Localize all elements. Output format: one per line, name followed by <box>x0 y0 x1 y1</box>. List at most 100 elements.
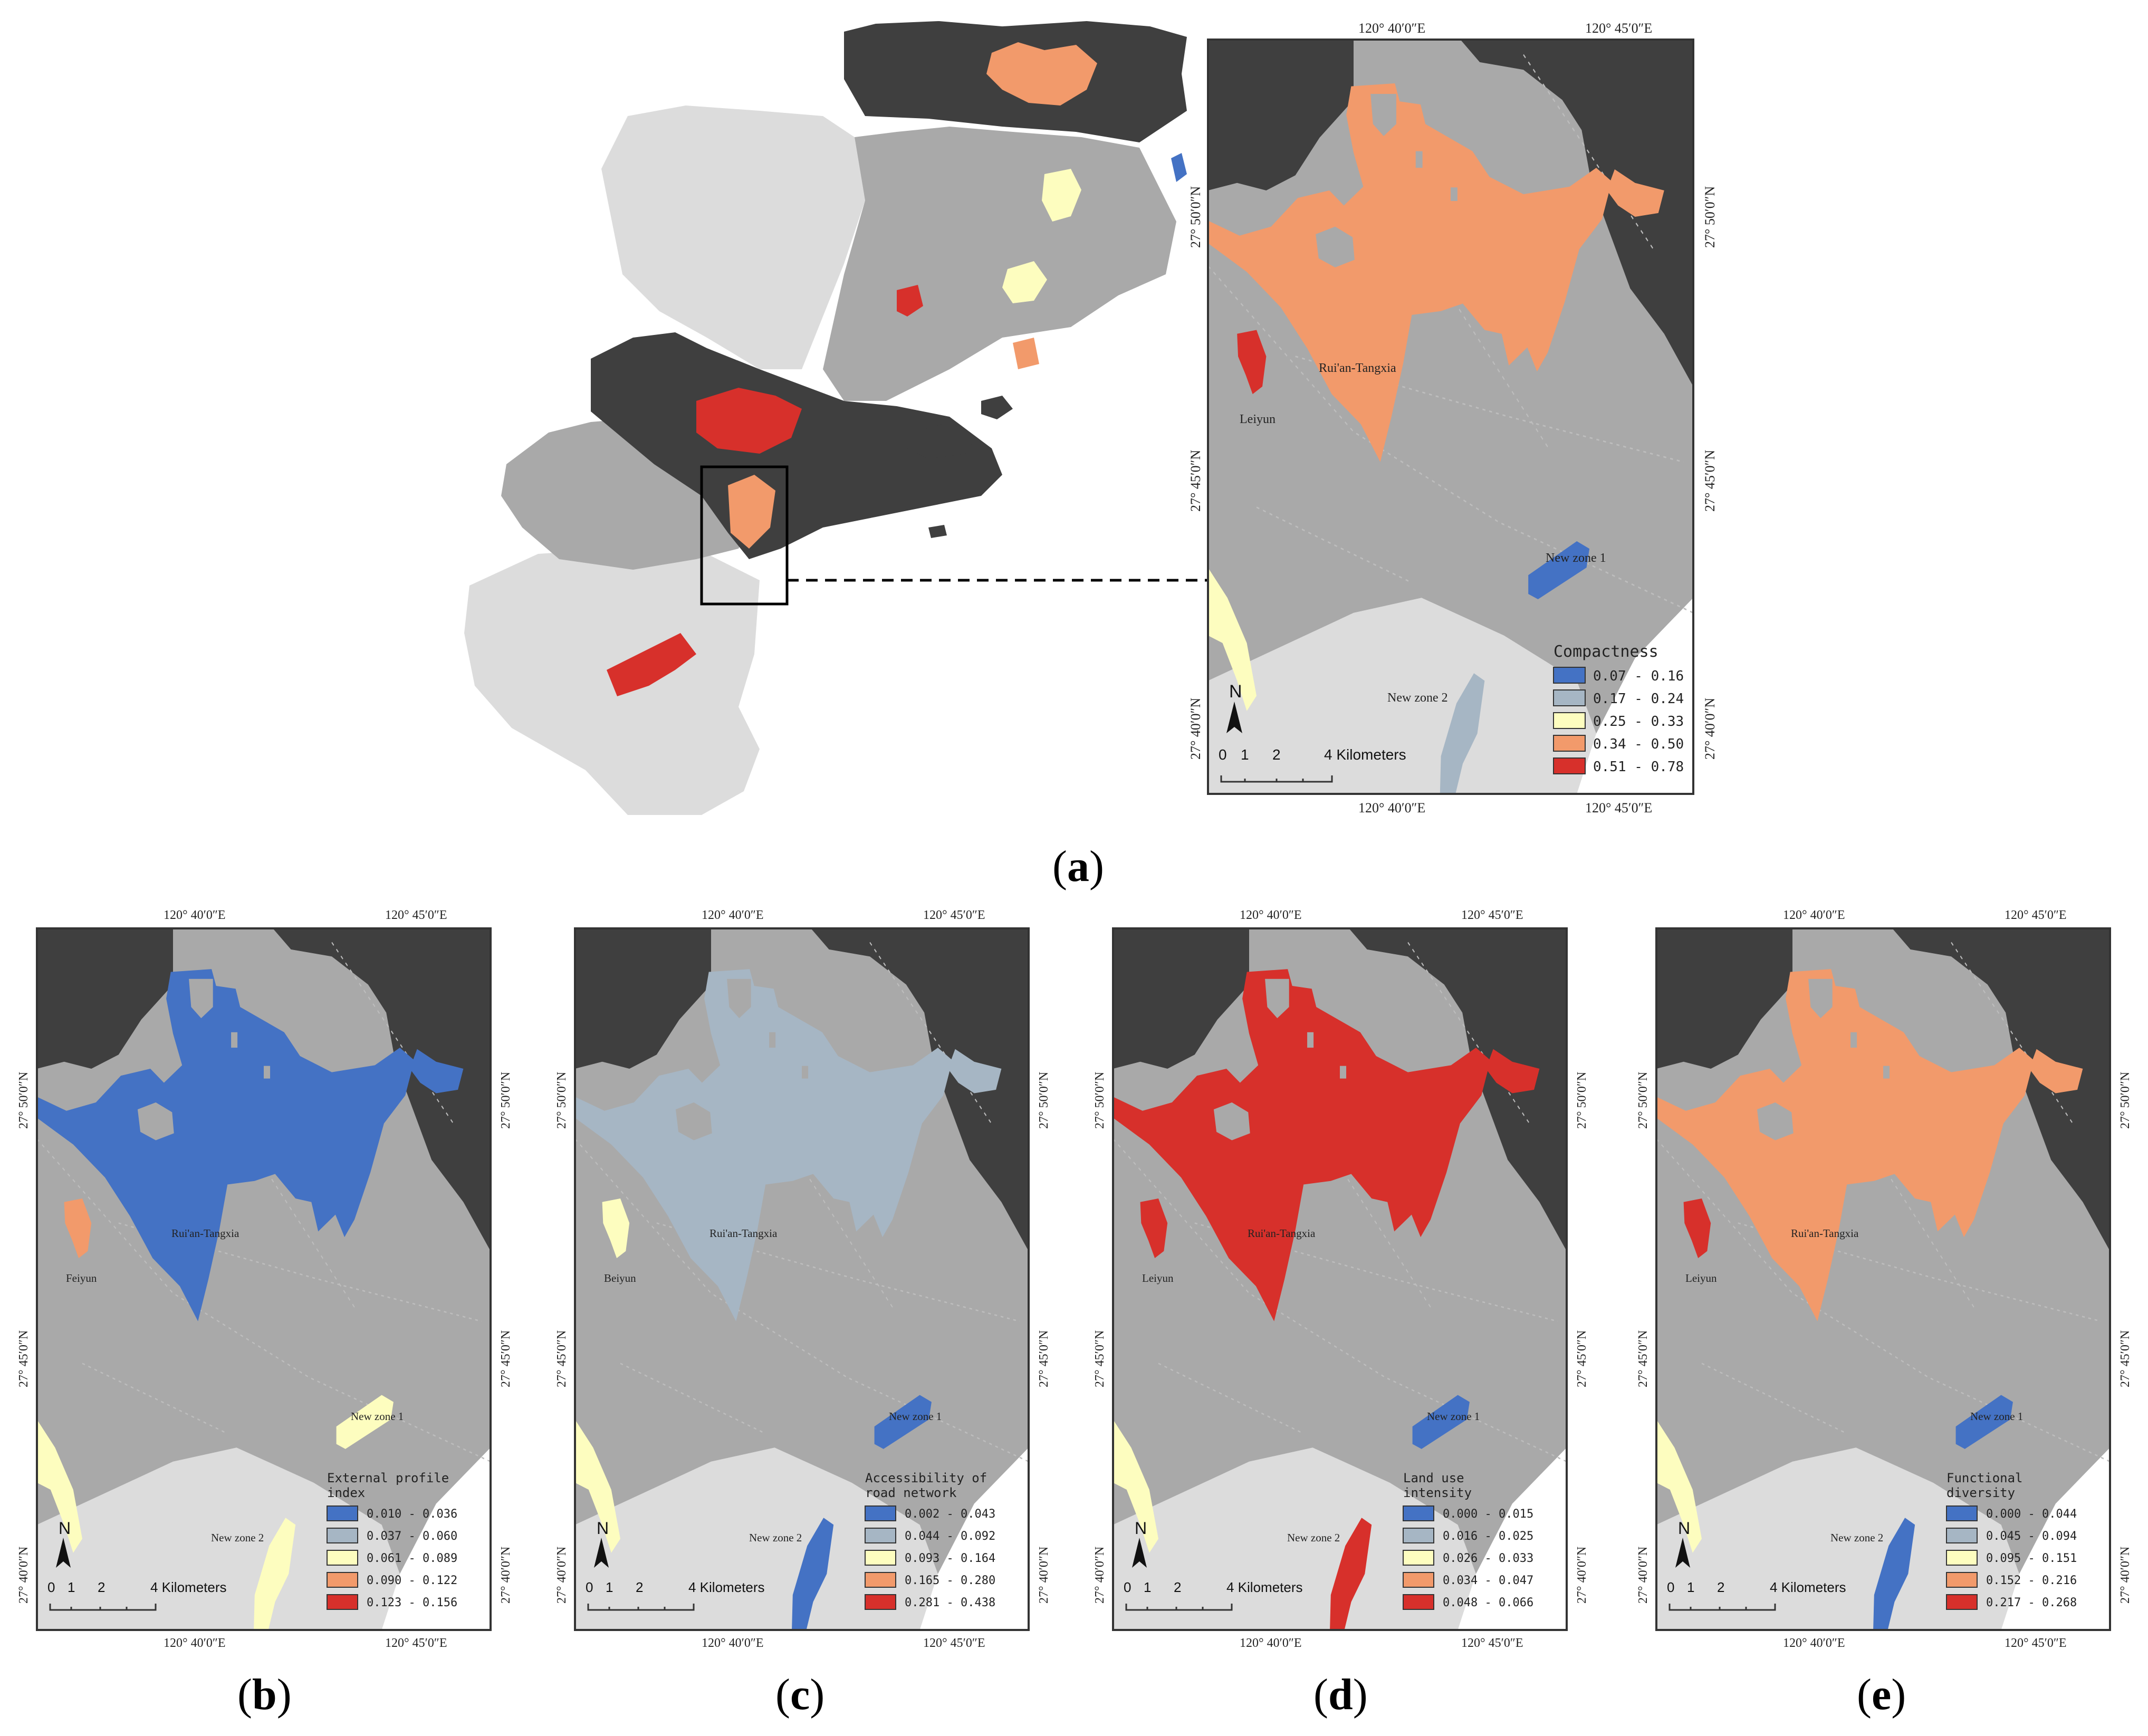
overview-urban-cluster-north <box>986 42 1097 105</box>
panel-e-lon-bottom-left: 120° 40′0″E <box>1783 1636 1845 1650</box>
panel-d-map-body <box>1113 928 1567 1630</box>
panel-e-legend-swatch-2 <box>1946 1528 1978 1543</box>
overview-urban-cluster-yellow-1 <box>1042 169 1081 222</box>
panel-e-north-label: N <box>1678 1519 1690 1538</box>
panel-d-legend-item-1: 0.000 - 0.015 <box>1443 1508 1533 1521</box>
panel-d-legend-item-5: 0.048 - 0.066 <box>1443 1596 1533 1609</box>
panel-e-lon-top-right: 120° 45′0″E <box>2005 908 2067 922</box>
panel-b-lon-top-right: 120° 45′0″E <box>385 908 447 922</box>
panel-c-scale-2: 2 <box>636 1579 643 1595</box>
panel-b-lat-right-top: 27° 50′0″N <box>499 1072 513 1129</box>
panel-d-legend-swatch-1 <box>1403 1505 1434 1521</box>
panel-a-legend-item-2: 0.17 - 0.24 <box>1593 691 1684 707</box>
panel-e-caption: (e) <box>1857 1670 1906 1719</box>
panel-a-scale-bar: 0 1 2 4 Kilometers <box>1219 746 1406 783</box>
panel-a-lon-top-right: 120° 45′0″E <box>1585 21 1652 36</box>
panel-a-legend: Compactness 0.07 - 0.16 0.17 - 0.24 0.25… <box>1553 642 1684 775</box>
panel-b-scale-1: 1 <box>68 1579 75 1595</box>
overview-urban-cluster-orange-south <box>728 475 775 549</box>
overview-urban-cluster-blue <box>1171 153 1187 182</box>
panel-e-place-zone1: New zone 1 <box>1970 1410 2023 1423</box>
panel-c-scale-1: 1 <box>606 1579 613 1595</box>
panel-e-lat-right-mid: 27° 45′0″N <box>2118 1330 2132 1387</box>
panel-d-legend-item-4: 0.034 - 0.047 <box>1443 1574 1533 1587</box>
panel-c-lat-right-mid: 27° 45′0″N <box>1037 1330 1051 1387</box>
overview-island-2 <box>981 396 1013 419</box>
panel-e-lat-right-bottom: 27° 40′0″N <box>2118 1547 2132 1604</box>
panel-a-north-arrow: N <box>1226 682 1242 733</box>
panel-a-legend-item-4: 0.34 - 0.50 <box>1593 736 1684 752</box>
panel-b-place-main: Rui'an-Tangxia <box>171 1227 239 1240</box>
panel-b-lon-bottom-right: 120° 45′0″E <box>385 1636 447 1650</box>
panel-e-legend-swatch-1 <box>1946 1505 1978 1521</box>
panel-a-lat-left-top: 27° 50′0″N <box>1188 186 1203 248</box>
panel-b-place-west: Feiyun <box>66 1272 97 1284</box>
panel-d-legend-title-1: Land use <box>1403 1471 1464 1485</box>
panel-a-lon-top-left: 120° 40′0″E <box>1358 21 1425 36</box>
panel-b-legend-swatch-1 <box>327 1505 358 1521</box>
overview-island-3 <box>928 525 947 538</box>
panel-a-place-main: Rui'an-Tangxia <box>1319 361 1396 375</box>
panel-b-legend-item-5: 0.123 - 0.156 <box>367 1596 457 1609</box>
panel-c-caption: (c) <box>775 1670 824 1719</box>
panel-a-caption: (a) <box>1052 842 1104 891</box>
panel-a-legend-item-1: 0.07 - 0.16 <box>1593 668 1684 684</box>
panel-c-legend-swatch-1 <box>865 1505 896 1521</box>
panel-e-lat-left-bottom: 27° 40′0″N <box>1636 1547 1650 1604</box>
panel-d-place-main: Rui'an-Tangxia <box>1248 1227 1316 1240</box>
panel-c-scale-0: 0 <box>586 1579 593 1595</box>
panel-a-legend-item-5: 0.51 - 0.78 <box>1593 759 1684 775</box>
panel-a-lat-right-bottom: 27° 40′0″N <box>1702 698 1718 760</box>
panel-b-place-zone1: New zone 1 <box>351 1410 404 1423</box>
panel-c-place-main: Rui'an-Tangxia <box>709 1227 778 1240</box>
panel-e-lon-bottom-right: 120° 45′0″E <box>2005 1636 2067 1650</box>
panel-e-legend-swatch-3 <box>1946 1550 1978 1566</box>
panel-e-legend-item-2: 0.045 - 0.094 <box>1986 1530 2077 1543</box>
overview-island-1 <box>907 422 976 459</box>
panel-c-place-zone2: New zone 2 <box>749 1531 802 1544</box>
overview-urban-cluster-red-small <box>897 285 923 316</box>
panel-d-legend-swatch-2 <box>1403 1528 1434 1543</box>
panel-e-lat-left-top: 27° 50′0″N <box>1636 1072 1650 1129</box>
panel-d-map: Rui'an-Tangxia Leiyun New zone 1 New zone 2… <box>1093 908 1589 1650</box>
panel-b-legend-item-3: 0.061 - 0.089 <box>367 1552 457 1565</box>
panel-a-legend-item-3: 0.25 - 0.33 <box>1593 714 1684 730</box>
svg-text:0: 0 <box>1219 746 1227 763</box>
panel-c-legend-swatch-4 <box>865 1572 896 1588</box>
overview-urban-cluster-yellow-2 <box>1002 261 1047 303</box>
panel-c-legend-swatch-5 <box>865 1594 896 1610</box>
panel-e-north-arrow: N <box>1675 1519 1690 1568</box>
panel-c-legend-item-2: 0.044 - 0.092 <box>905 1530 995 1543</box>
svg-text:2: 2 <box>1272 746 1281 763</box>
panel-b-lon-bottom-left: 120° 40′0″E <box>164 1636 226 1650</box>
panel-d-lat-left-bottom: 27° 40′0″N <box>1093 1547 1107 1604</box>
panel-d-scale-0: 0 <box>1124 1579 1131 1595</box>
panel-e-scale-2: 2 <box>1717 1579 1724 1595</box>
panel-d-legend-swatch-5 <box>1403 1594 1434 1610</box>
overview-urban-cluster-orange-west <box>1013 338 1039 369</box>
panel-c-lat-right-bottom: 27° 40′0″N <box>1037 1547 1051 1604</box>
panel-b-lat-left-bottom: 27° 40′0″N <box>17 1547 31 1604</box>
panel-a-lat-left-mid: 27° 45′0″N <box>1188 450 1203 512</box>
panel-d-lat-left-top: 27° 50′0″N <box>1093 1072 1107 1129</box>
panel-a-place-zone1: New zone 1 <box>1546 551 1606 565</box>
panel-b-north-label: N <box>59 1519 71 1538</box>
panel-c-north-label: N <box>597 1519 609 1538</box>
panel-e-legend-item-5: 0.217 - 0.268 <box>1986 1596 2077 1609</box>
panel-e-lat-left-mid: 27° 45′0″N <box>1636 1330 1650 1387</box>
overview-urban-cluster-red-center <box>696 388 802 454</box>
panel-b-map-body <box>37 928 491 1630</box>
panel-d-north-arrow: N <box>1132 1519 1147 1568</box>
svg-text:1: 1 <box>1241 746 1249 763</box>
panel-d-legend-swatch-3 <box>1403 1550 1434 1566</box>
panel-c-lon-top-left: 120° 40′0″E <box>702 908 764 922</box>
panel-d-lon-top-left: 120° 40′0″E <box>1240 908 1302 922</box>
panel-e-place-west: Leiyun <box>1685 1272 1717 1284</box>
panel-b-legend-item-4: 0.090 - 0.122 <box>367 1574 457 1587</box>
overview-central-region <box>823 127 1176 401</box>
